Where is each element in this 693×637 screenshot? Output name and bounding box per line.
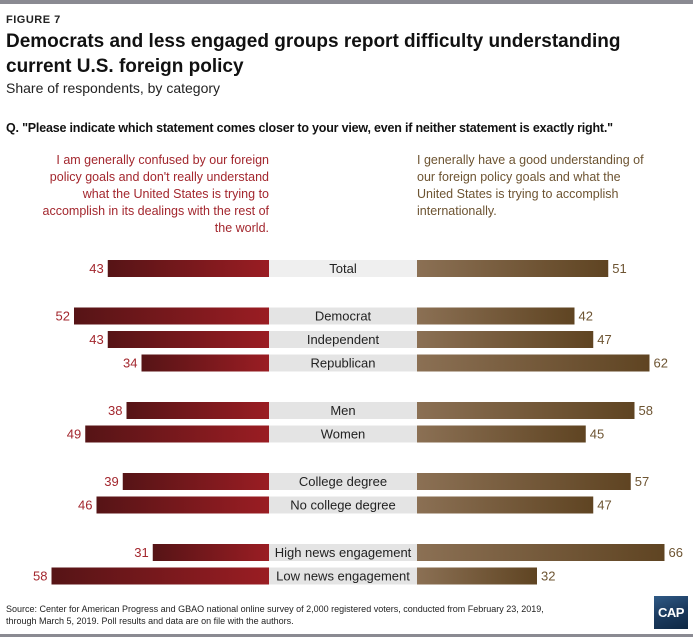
bar-confused-low-news-engagement [51, 567, 269, 585]
bar-row: High news engagement 31 66 [134, 544, 683, 561]
bar-confused-total [107, 260, 269, 277]
value-label-understand-republican: 62 [654, 356, 668, 371]
bar-understand-college-degree [417, 473, 631, 490]
value-label-confused-men: 38 [108, 403, 122, 418]
value-label-understand-men: 58 [639, 403, 653, 418]
value-label-confused-independent: 43 [89, 332, 103, 347]
legend-confused-statement: I am generally confused by our foreign p… [42, 153, 270, 235]
category-label-total: Total [329, 261, 357, 276]
category-label-college-degree: College degree [299, 474, 387, 489]
category-label-high-news-engagement: High news engagement [275, 545, 412, 560]
bar-confused-no-college-degree [96, 496, 269, 514]
bar-understand-high-news-engagement [417, 544, 665, 561]
category-label-independent: Independent [307, 332, 380, 347]
source-note: Source: Center for American Progress and… [6, 604, 544, 626]
category-label-bg-low-news-engagement [269, 567, 417, 585]
category-label-bg-no-college-degree [269, 496, 417, 514]
category-label-men: Men [330, 403, 355, 418]
bar-confused-men [126, 402, 269, 419]
bar-row: No college degree 46 47 [78, 496, 612, 514]
category-label-democrat: Democrat [315, 309, 372, 324]
bar-row: Independent 43 47 [89, 331, 612, 348]
value-label-confused-low-news-engagement: 58 [33, 569, 47, 584]
value-label-understand-total: 51 [612, 261, 626, 276]
value-label-confused-democrat: 52 [56, 309, 70, 324]
bar-understand-men [417, 402, 635, 419]
value-label-understand-women: 45 [590, 427, 604, 442]
category-label-bg-high-news-engagement [269, 544, 417, 561]
category-label-bg-men [269, 402, 417, 419]
bar-understand-low-news-engagement [417, 567, 537, 585]
cap-logo: CAP [654, 596, 688, 629]
bar-understand-democrat [417, 307, 575, 325]
value-label-understand-college-degree: 57 [635, 474, 649, 489]
category-label-bg-democrat [269, 307, 417, 325]
bar-understand-women [417, 425, 586, 443]
category-label-bg-republican [269, 354, 417, 372]
value-label-confused-no-college-degree: 46 [78, 498, 92, 513]
bar-confused-college-degree [122, 473, 269, 490]
category-label-low-news-engagement: Low news engagement [276, 569, 410, 584]
bar-row: Democrat 52 42 [56, 307, 593, 325]
bar-row: Men 38 58 [108, 402, 653, 419]
bar-confused-high-news-engagement [152, 544, 269, 561]
category-label-bg-total [269, 260, 417, 277]
figure-label: FIGURE 7 [6, 14, 61, 26]
bar-row: Republican 34 62 [123, 354, 668, 372]
bar-confused-republican [141, 354, 269, 372]
category-label-women: Women [321, 427, 366, 442]
chart-title: Democrats and less engaged groups report… [6, 31, 621, 77]
value-label-understand-no-college-degree: 47 [597, 498, 611, 513]
survey-question: Q. "Please indicate which statement come… [6, 121, 613, 135]
bar-row: Women 49 45 [67, 425, 604, 443]
bar-understand-independent [417, 331, 594, 348]
legend-understand-statement: I generally have a good understanding of… [417, 153, 644, 218]
value-label-confused-women: 49 [67, 427, 81, 442]
chart-subtitle: Share of respondents, by category [6, 80, 221, 96]
value-label-understand-low-news-engagement: 32 [541, 569, 555, 584]
category-label-republican: Republican [310, 356, 375, 371]
bar-row: Low news engagement 58 32 [33, 567, 555, 585]
bar-confused-democrat [74, 307, 269, 325]
category-label-bg-independent [269, 331, 417, 348]
value-label-understand-democrat: 42 [579, 309, 593, 324]
value-label-confused-total: 43 [89, 261, 103, 276]
bar-understand-total [417, 260, 609, 277]
value-label-understand-independent: 47 [597, 332, 611, 347]
category-label-bg-women [269, 425, 417, 443]
bar-row: Total 43 51 [89, 260, 627, 277]
category-label-no-college-degree: No college degree [290, 498, 396, 513]
bottom-border [0, 634, 693, 637]
value-label-confused-high-news-engagement: 31 [134, 545, 148, 560]
bar-understand-no-college-degree [417, 496, 594, 514]
value-label-understand-high-news-engagement: 66 [669, 545, 683, 560]
value-label-confused-college-degree: 39 [104, 474, 118, 489]
top-border [0, 0, 693, 4]
bar-row: College degree 39 57 [104, 473, 649, 490]
bar-confused-independent [107, 331, 269, 348]
category-label-bg-college-degree [269, 473, 417, 490]
value-label-confused-republican: 34 [123, 356, 137, 371]
bar-understand-republican [417, 354, 650, 372]
bar-confused-women [85, 425, 269, 443]
